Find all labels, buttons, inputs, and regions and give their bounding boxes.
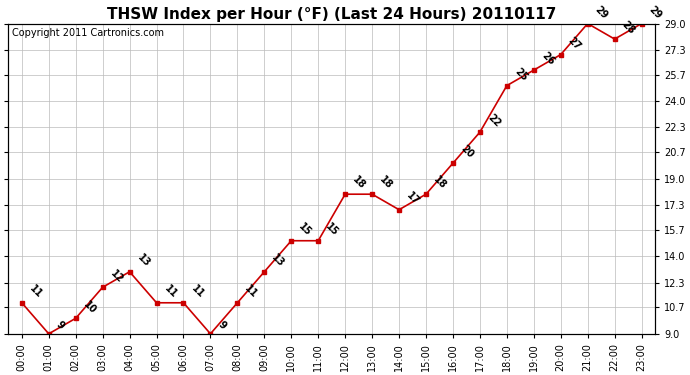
Text: 12: 12 <box>108 268 125 285</box>
Text: 29: 29 <box>593 4 610 21</box>
Text: 11: 11 <box>243 284 259 300</box>
Text: 9: 9 <box>216 319 228 331</box>
Text: 28: 28 <box>620 20 637 36</box>
Text: 22: 22 <box>486 113 502 129</box>
Text: 17: 17 <box>404 190 421 207</box>
Text: 18: 18 <box>377 175 395 191</box>
Text: 13: 13 <box>270 252 286 269</box>
Text: 10: 10 <box>81 299 98 315</box>
Text: 27: 27 <box>566 35 583 52</box>
Text: 13: 13 <box>135 252 152 269</box>
Text: 18: 18 <box>351 175 368 191</box>
Text: Copyright 2011 Cartronics.com: Copyright 2011 Cartronics.com <box>12 28 164 38</box>
Text: 15: 15 <box>297 221 313 238</box>
Text: 9: 9 <box>55 319 66 331</box>
Text: 29: 29 <box>647 4 664 21</box>
Text: 11: 11 <box>162 284 179 300</box>
Text: 11: 11 <box>189 284 206 300</box>
Text: 11: 11 <box>28 284 44 300</box>
Text: 25: 25 <box>513 66 529 83</box>
Title: THSW Index per Hour (°F) (Last 24 Hours) 20110117: THSW Index per Hour (°F) (Last 24 Hours)… <box>107 8 556 22</box>
Text: 18: 18 <box>431 175 448 191</box>
Text: 26: 26 <box>540 51 556 68</box>
Text: 15: 15 <box>324 221 340 238</box>
Text: 20: 20 <box>459 144 475 160</box>
